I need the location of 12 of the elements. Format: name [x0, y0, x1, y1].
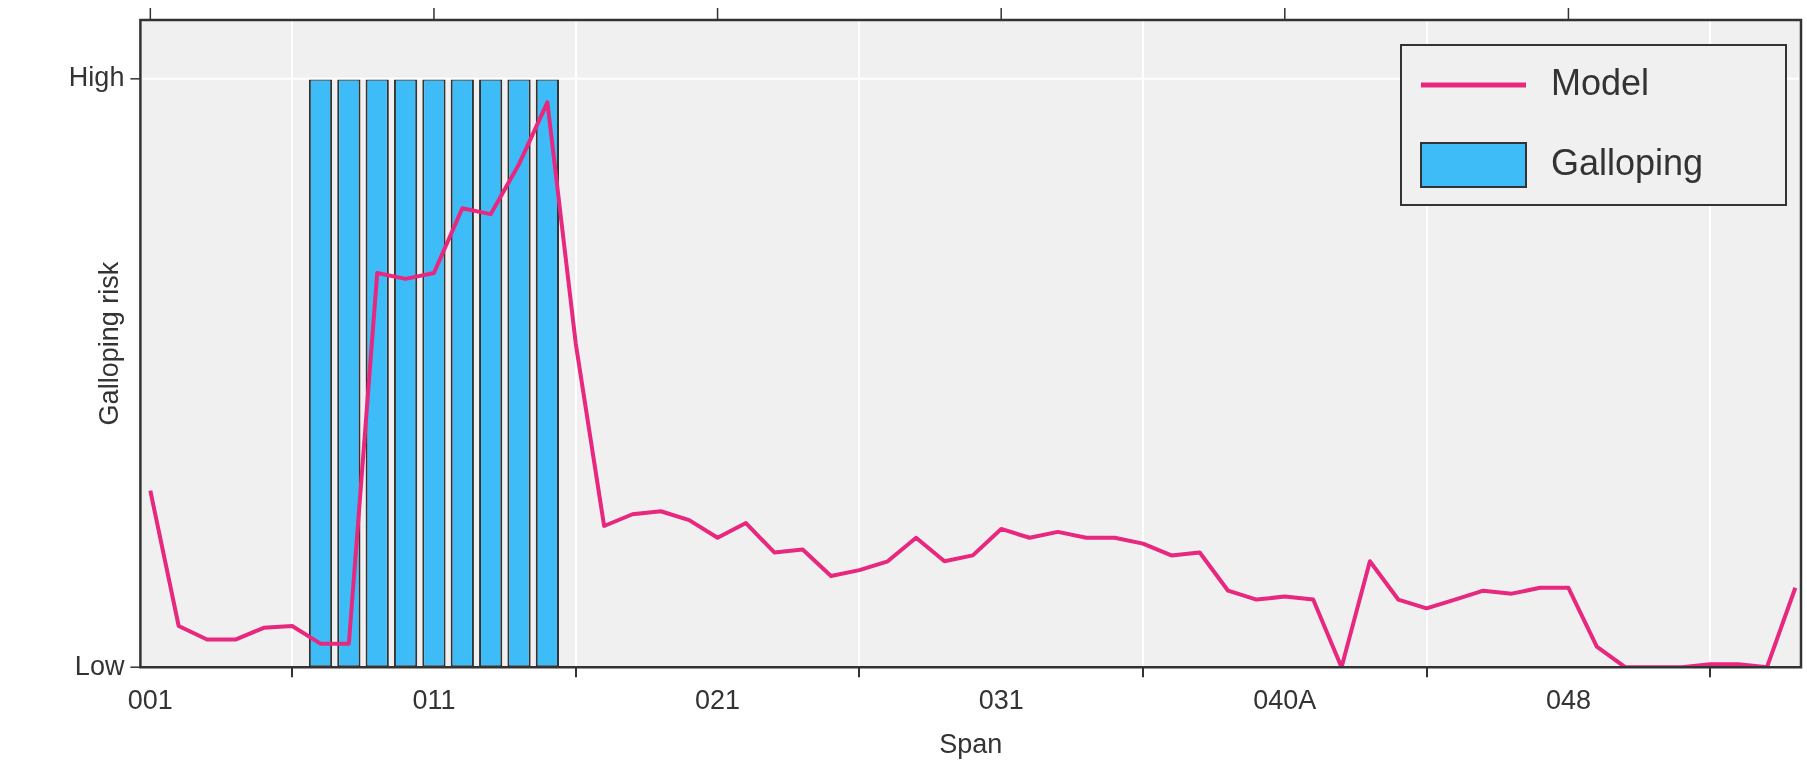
legend-label: Galloping	[1551, 141, 1704, 183]
text: High	[68, 62, 125, 93]
x-tick-label: 031	[978, 684, 1024, 715]
x-tick-label: 001	[127, 684, 173, 715]
x-tick-label: 040A	[1253, 684, 1317, 715]
legend-label: Model	[1551, 61, 1650, 103]
y-axis-title: Galloping risk	[93, 261, 124, 426]
x-tick-label: 048	[1545, 684, 1591, 715]
text: Low	[74, 650, 125, 681]
x-tick-label: 021	[695, 684, 741, 715]
x-axis-title: Span	[939, 729, 1003, 760]
x-tick-label: 011	[412, 684, 456, 715]
